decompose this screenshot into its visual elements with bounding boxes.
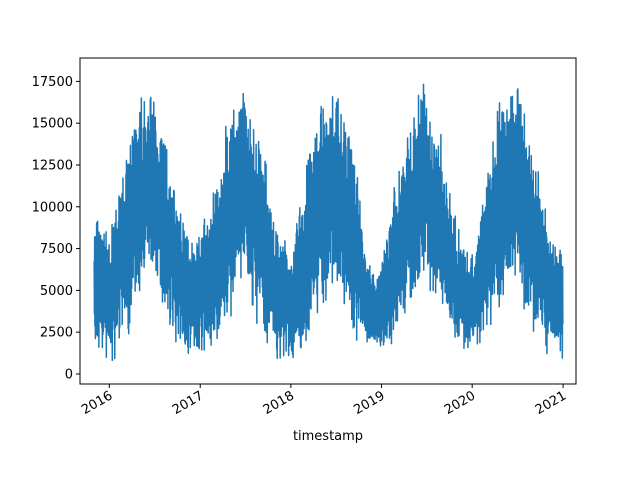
y-tick-label: 2500 — [40, 326, 73, 341]
plot-frame — [79, 57, 577, 385]
y-tick-label: 5000 — [40, 284, 73, 299]
y-tick-label: 15000 — [32, 117, 73, 132]
x-axis-label: timestamp — [293, 429, 363, 444]
y-tick-label: 0 — [65, 367, 73, 382]
y-tick-label: 7500 — [40, 242, 73, 257]
y-axis: 0 2500 5000 7500 10000 12500 15000 17500 — [32, 75, 80, 382]
y-tick-label: 10000 — [32, 200, 73, 215]
y-tick-label: 17500 — [32, 75, 73, 90]
series-line — [93, 83, 564, 362]
plot-area — [79, 57, 577, 385]
y-tick-label: 12500 — [32, 158, 73, 173]
